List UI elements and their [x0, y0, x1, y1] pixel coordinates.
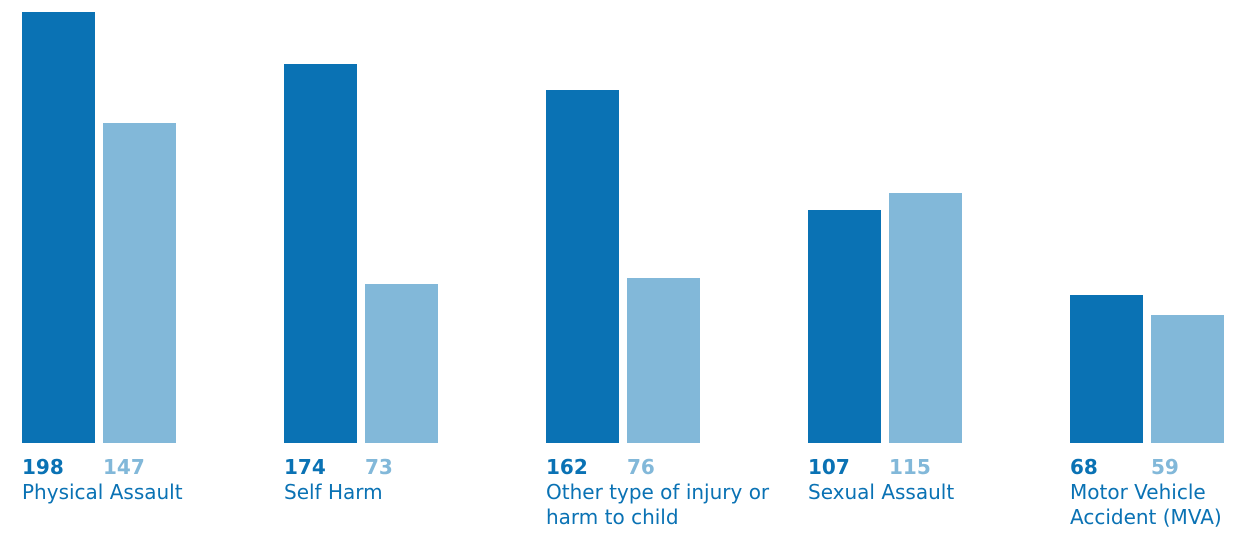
- bar: [889, 192, 962, 443]
- bar: [808, 210, 881, 443]
- value-label: 198: [22, 455, 64, 479]
- value-label: 115: [889, 455, 931, 479]
- bar: [365, 284, 438, 443]
- bar: [1070, 294, 1143, 443]
- value-label: 73: [365, 455, 393, 479]
- value-label: 174: [284, 455, 326, 479]
- bar: [627, 277, 700, 443]
- value-label: 59: [1151, 455, 1179, 479]
- category-label: Sexual Assault: [808, 480, 955, 504]
- value-label: 68: [1070, 455, 1098, 479]
- bar: [103, 123, 176, 443]
- value-label: 147: [103, 455, 145, 479]
- value-label: 162: [546, 455, 588, 479]
- category-label: Other type of injury or harm to child: [546, 480, 770, 529]
- bar: [546, 90, 619, 443]
- category-label: Physical Assault: [22, 480, 183, 504]
- bar: [22, 12, 95, 443]
- value-label: 107: [808, 455, 850, 479]
- category-label: Motor Vehicle Accident (MVA): [1070, 480, 1222, 529]
- category-label: Self Harm: [284, 480, 383, 504]
- value-label: 76: [627, 455, 655, 479]
- bar: [1151, 314, 1224, 443]
- bar: [284, 64, 357, 443]
